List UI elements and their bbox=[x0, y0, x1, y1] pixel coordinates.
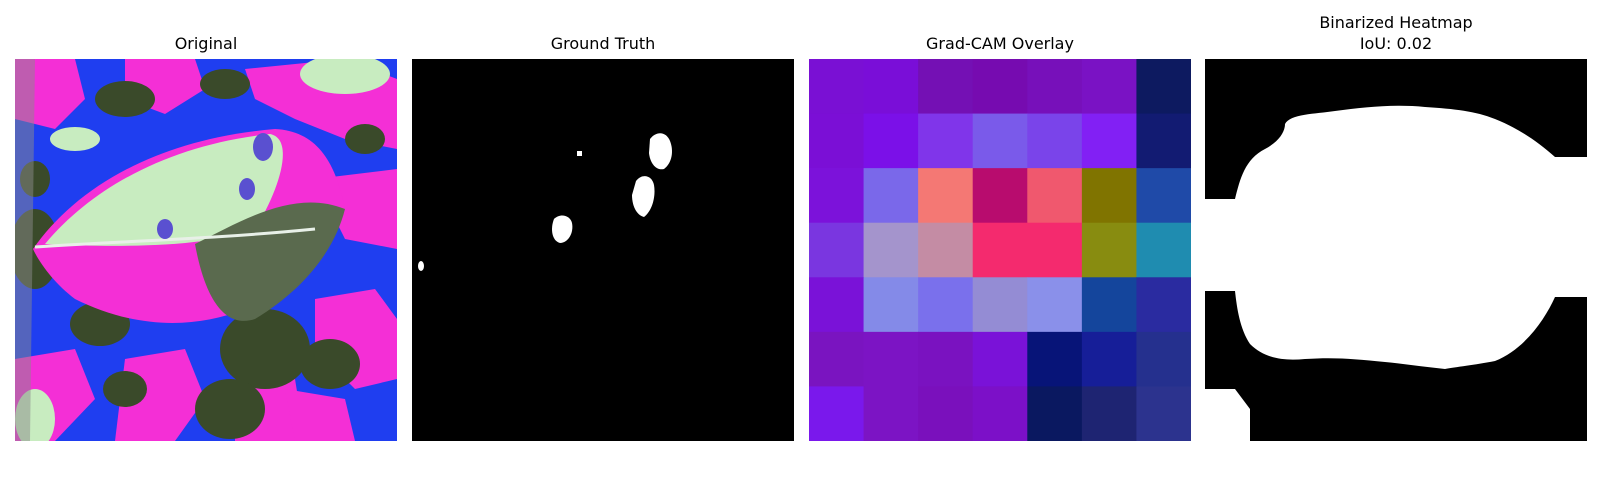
gradcam-cell bbox=[809, 222, 865, 278]
gradcam-cell bbox=[972, 386, 1028, 441]
panel-gradcam-overlay: Grad-CAM Overlay bbox=[809, 0, 1191, 500]
gradcam-cell bbox=[1081, 113, 1137, 169]
gradcam-cell bbox=[1027, 168, 1083, 224]
gradcam-cell bbox=[1027, 331, 1083, 387]
gradcam-cell bbox=[809, 59, 865, 115]
panel-title: Binarized Heatmap bbox=[1319, 13, 1473, 32]
gradcam-cell bbox=[809, 277, 865, 333]
panel-binarized-heatmap: Binarized Heatmap IoU: 0.02 bbox=[1205, 0, 1587, 500]
gradcam-cell bbox=[1081, 59, 1137, 115]
gradcam-cell bbox=[863, 168, 919, 224]
gradcam-cell bbox=[972, 59, 1028, 115]
gradcam-cell bbox=[1136, 386, 1191, 441]
gradcam-cell bbox=[918, 222, 974, 278]
iou-score: IoU: 0.02 bbox=[1359, 34, 1433, 53]
gradcam-cell bbox=[809, 168, 865, 224]
gradcam-cell bbox=[863, 331, 919, 387]
gradcam-cell bbox=[972, 113, 1028, 169]
ground-truth-mask bbox=[412, 59, 794, 441]
gradcam-cell bbox=[809, 331, 865, 387]
gradcam-cell bbox=[809, 386, 865, 441]
gradcam-cell bbox=[1136, 331, 1191, 387]
gradcam-cell bbox=[1136, 168, 1191, 224]
gradcam-cell bbox=[972, 168, 1028, 224]
gradcam-cell bbox=[1081, 386, 1137, 441]
gradcam-cell bbox=[1081, 222, 1137, 278]
gradcam-cell bbox=[918, 277, 974, 333]
gradcam-cell bbox=[1081, 168, 1137, 224]
original-image bbox=[15, 59, 397, 441]
gradcam-cell bbox=[863, 113, 919, 169]
gradcam-cell bbox=[1136, 277, 1191, 333]
gradcam-cell bbox=[918, 331, 974, 387]
gradcam-cell bbox=[863, 222, 919, 278]
gradcam-cell bbox=[1136, 59, 1191, 115]
gradcam-cell bbox=[1027, 386, 1083, 441]
panel-title: Grad-CAM Overlay bbox=[926, 34, 1074, 53]
gradcam-cell bbox=[918, 386, 974, 441]
gradcam-cell bbox=[972, 331, 1028, 387]
gradcam-cell bbox=[972, 222, 1028, 278]
panel-title: Ground Truth bbox=[550, 34, 656, 53]
gradcam-cell bbox=[863, 277, 919, 333]
gradcam-cell bbox=[1081, 331, 1137, 387]
gradcam-cell bbox=[1027, 113, 1083, 169]
gradcam-cell bbox=[972, 277, 1028, 333]
gradcam-cell bbox=[809, 113, 865, 169]
gradcam-cell bbox=[918, 113, 974, 169]
panel-original: Original bbox=[15, 0, 397, 500]
gradcam-cell bbox=[863, 59, 919, 115]
gradcam-cell bbox=[863, 386, 919, 441]
gradcam-cell bbox=[918, 59, 974, 115]
binarized-heatmap-mask bbox=[1205, 59, 1587, 441]
gradcam-cell bbox=[1081, 277, 1137, 333]
gradcam-cell bbox=[1027, 277, 1083, 333]
gradcam-overlay-image bbox=[809, 59, 1191, 441]
panel-ground-truth: Ground Truth bbox=[412, 0, 794, 500]
gradcam-cell bbox=[1136, 222, 1191, 278]
gradcam-cell bbox=[1027, 222, 1083, 278]
panel-title: Original bbox=[174, 34, 238, 53]
gradcam-cell bbox=[1027, 59, 1083, 115]
gradcam-cell bbox=[1136, 113, 1191, 169]
gradcam-cell bbox=[918, 168, 974, 224]
